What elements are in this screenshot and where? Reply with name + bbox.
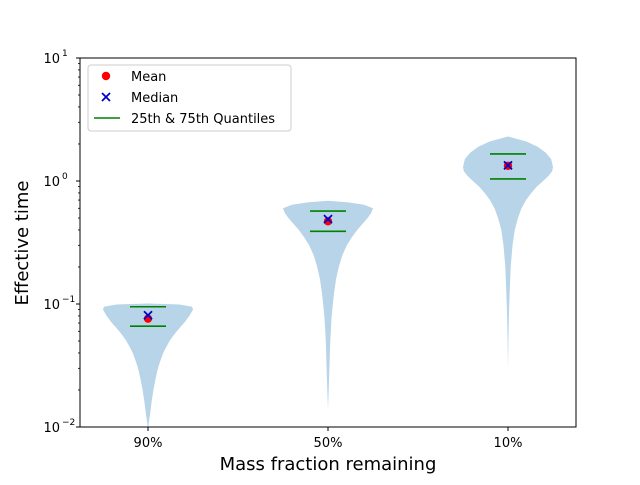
legend: Mean Median 25th & 75th Quantiles: [87, 64, 292, 132]
y-tick-exponent: −2: [62, 418, 75, 428]
median-marker-3: [503, 160, 513, 171]
median-marker-stroke: [143, 310, 153, 320]
y-tick-exponent: 0: [62, 172, 68, 182]
x-axis: 90% 50% 10%: [134, 427, 523, 451]
legend-x-stroke: [101, 92, 111, 102]
y-tick-label: 10: [43, 298, 60, 313]
y-tick-label: 10: [43, 175, 60, 190]
median-marker-stroke: [503, 160, 513, 171]
legend-mean-symbol: [101, 71, 111, 81]
plot-area: [103, 136, 553, 430]
x-axis-label: Mass fraction remaining: [220, 454, 437, 475]
mean-marker-2: [323, 217, 333, 226]
x-tick-label: 10%: [494, 436, 523, 451]
y-tick-exponent: −1: [62, 295, 75, 305]
y-tick-exponent: 1: [62, 49, 68, 59]
x-tick-label: 90%: [134, 436, 163, 451]
legend-label: 25th & 75th Quantiles: [131, 112, 275, 127]
violin-body-2: [283, 200, 373, 409]
y-tick-base: 10: [43, 52, 60, 67]
median-marker-1: [143, 310, 153, 320]
legend-label: Mean: [131, 70, 166, 85]
x-tick-label: 50%: [314, 436, 343, 451]
median-marker-2: [323, 214, 333, 224]
y-tick-base: 10: [43, 421, 60, 436]
y-tick-base: 10: [43, 175, 60, 190]
legend-median-symbol: [101, 92, 111, 102]
y-tick-base: 10: [43, 298, 60, 313]
violin-body-3: [463, 136, 553, 369]
y-axis-label: Effective time: [12, 181, 33, 306]
y-tick-label: 10: [43, 421, 60, 436]
legend-label: Median: [131, 91, 178, 106]
y-tick-label: 10: [43, 52, 60, 67]
legend-box: [87, 64, 292, 132]
median-marker-stroke: [323, 214, 333, 224]
violin-body-1: [103, 303, 193, 430]
